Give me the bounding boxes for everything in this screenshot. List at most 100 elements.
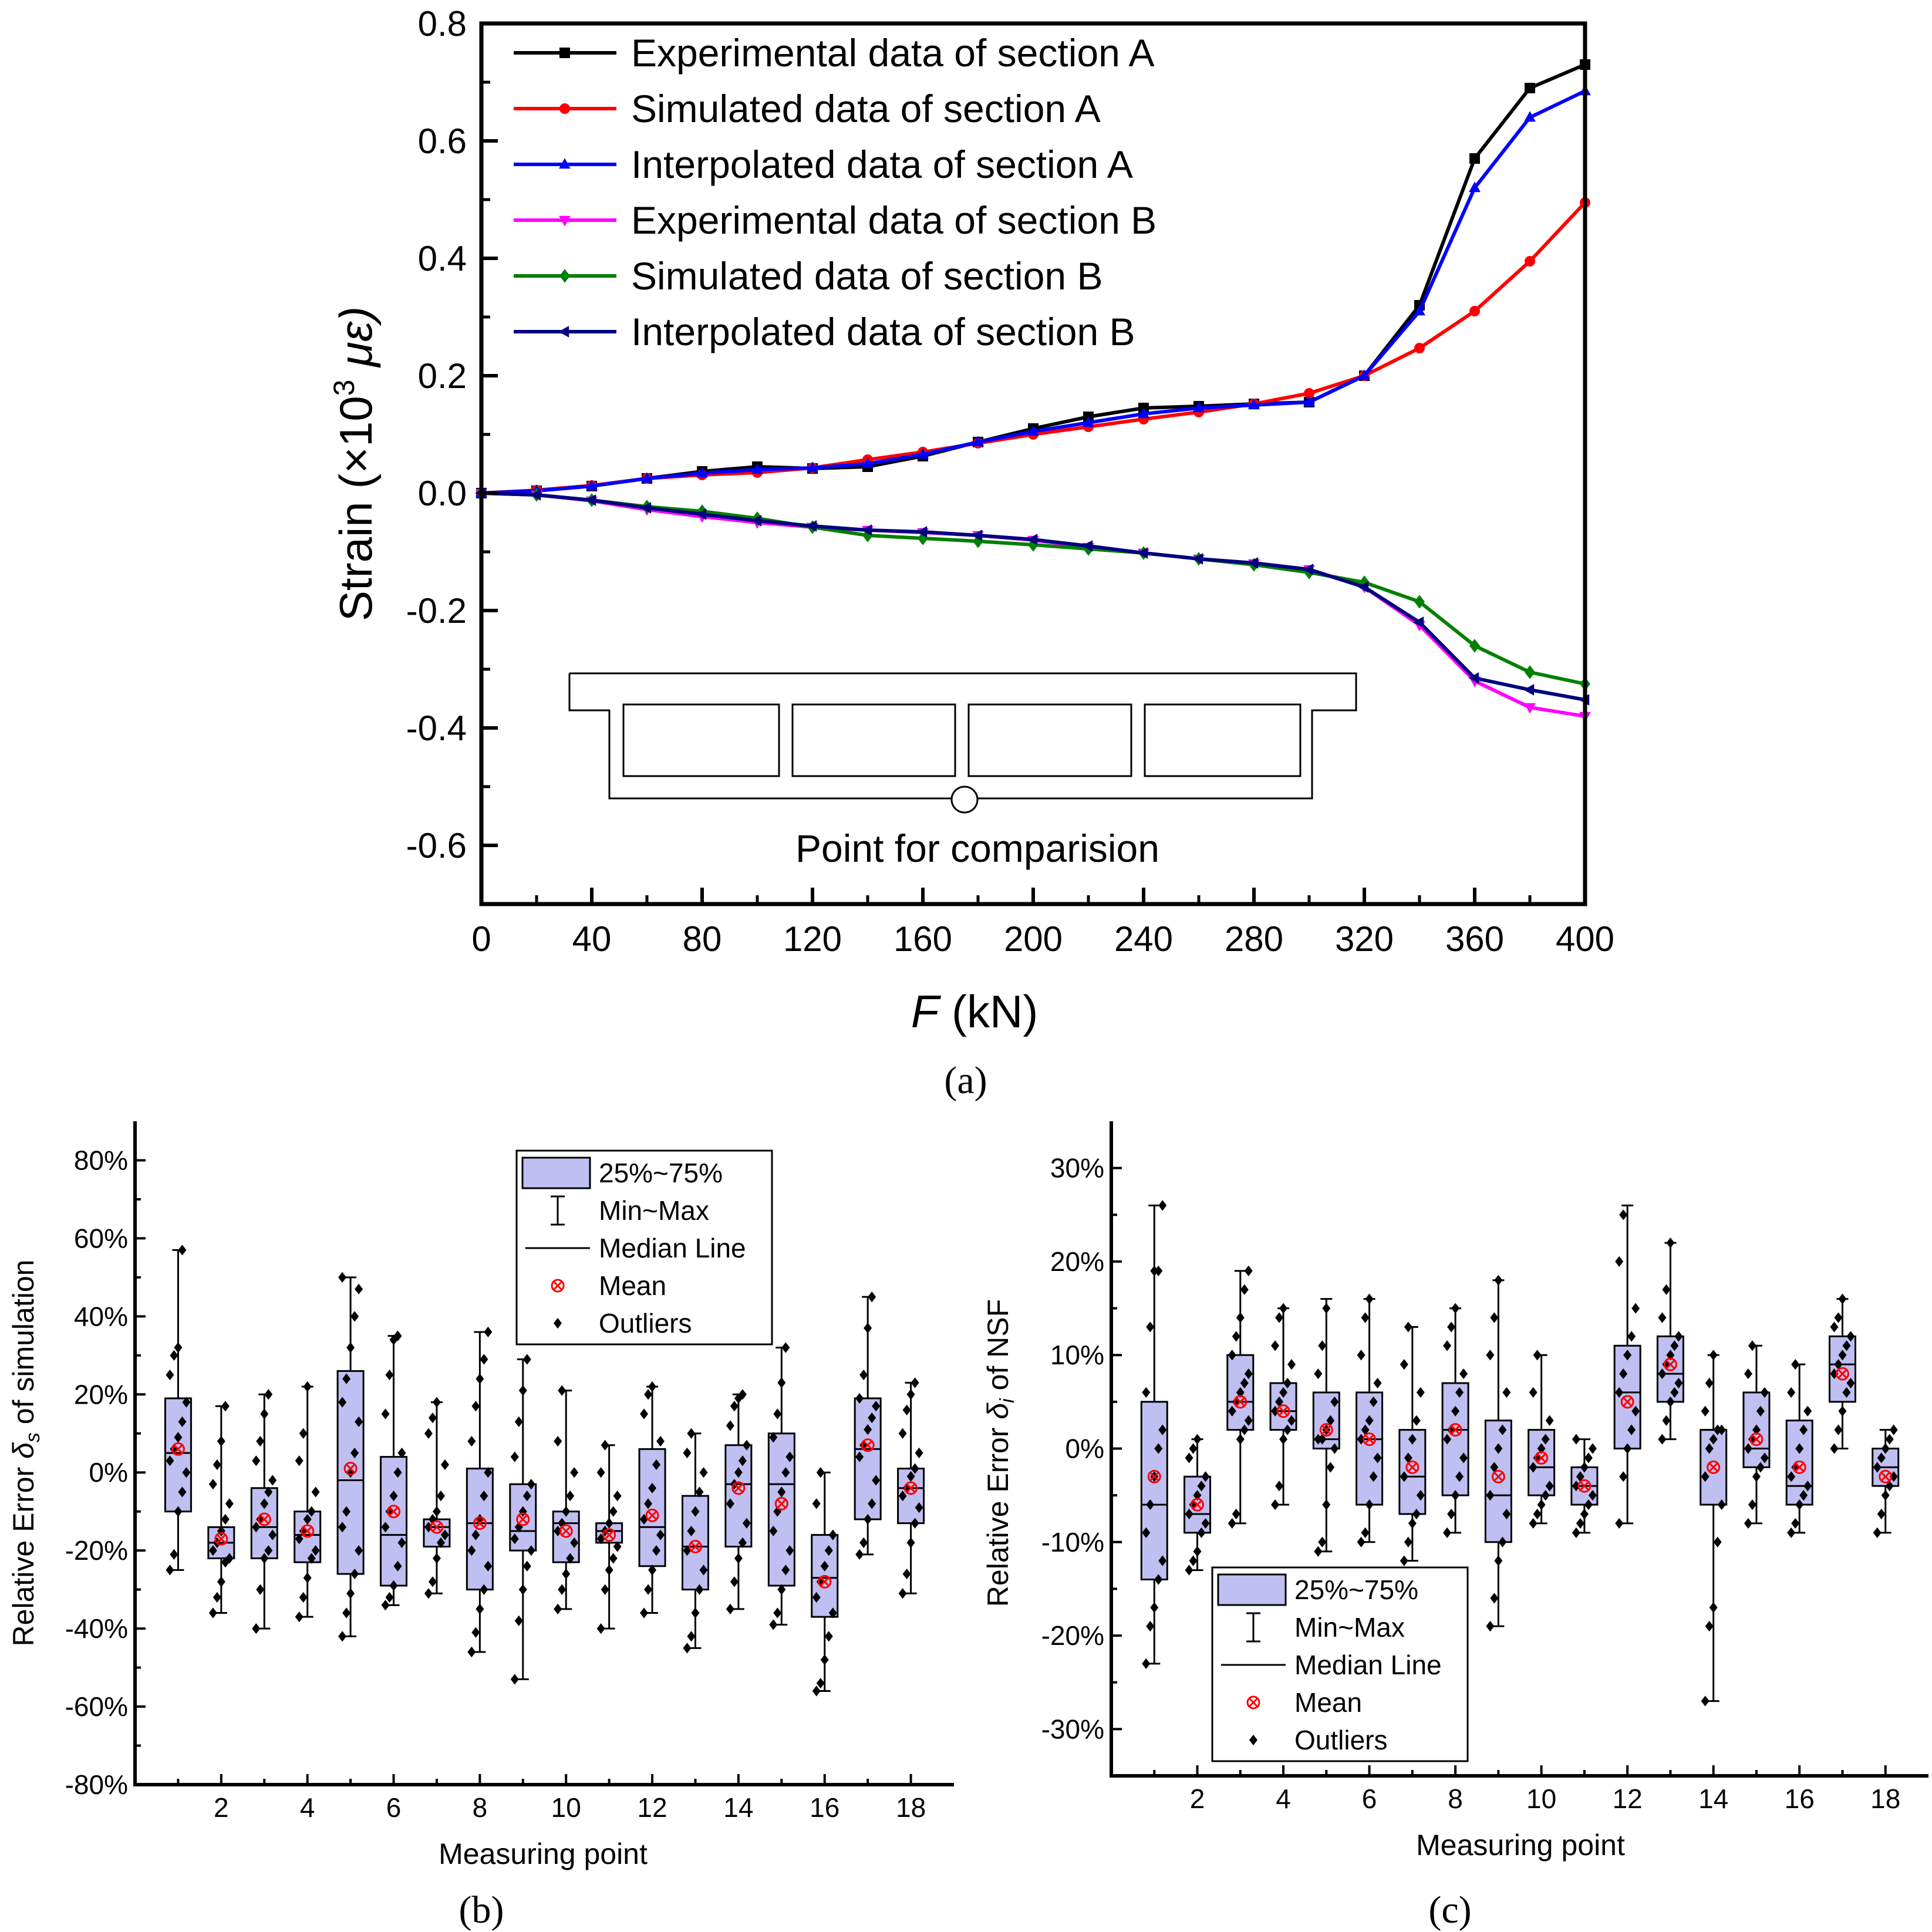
data-point xyxy=(872,1475,881,1486)
data-point xyxy=(1447,1321,1456,1333)
x-tick-label: 2 xyxy=(1190,1783,1205,1814)
data-point xyxy=(906,1471,915,1482)
mean-cross xyxy=(216,1534,226,1544)
data-point xyxy=(1027,534,1038,545)
box-point-6 xyxy=(380,1330,408,1611)
data-point xyxy=(1228,1350,1236,1361)
legend-label: Interpolated data of section B xyxy=(631,310,1135,353)
box-point-10 xyxy=(1528,1350,1556,1529)
data-point xyxy=(726,1420,734,1431)
data-point xyxy=(1584,1452,1593,1464)
mean-marker xyxy=(1147,1469,1161,1483)
legend-label: Min~Max xyxy=(599,1195,709,1226)
data-point xyxy=(738,1455,747,1466)
data-point xyxy=(170,1549,178,1560)
box-point-7 xyxy=(423,1397,451,1599)
data-point xyxy=(1451,1405,1460,1417)
data-point xyxy=(1404,1452,1412,1464)
iqr-box xyxy=(380,1456,408,1587)
data-point xyxy=(1358,369,1370,380)
panel-a-series xyxy=(475,59,1591,723)
data-point xyxy=(389,1491,398,1502)
legend-outliers: Outliers xyxy=(1249,1725,1387,1755)
data-point xyxy=(915,1502,923,1513)
x-tick-label: 320 xyxy=(1335,919,1394,959)
box-girder-cross-section xyxy=(568,672,1357,814)
data-point xyxy=(217,1435,225,1447)
box-point-2 xyxy=(207,1401,235,1619)
data-point xyxy=(467,1646,476,1658)
panel-a: 0 40 80 120 160 200 240 280 320 360 400 -0.6 -0.4 -0.… xyxy=(328,4,1614,1102)
mean-circle xyxy=(1448,1423,1462,1437)
data-point xyxy=(1744,1518,1752,1529)
data-point xyxy=(252,1623,261,1634)
data-point xyxy=(605,1565,613,1576)
data-point xyxy=(1662,1284,1671,1295)
data-point xyxy=(1361,1424,1370,1435)
data-point xyxy=(1490,1312,1499,1323)
data-point xyxy=(1576,1471,1584,1482)
data-point xyxy=(1584,1499,1593,1510)
data-point xyxy=(1744,1443,1752,1454)
iqr-box xyxy=(1613,1344,1641,1449)
data-point xyxy=(785,1451,794,1462)
legend-mean: Mean xyxy=(1246,1687,1362,1718)
data-point xyxy=(1795,1443,1804,1454)
mean-cross xyxy=(777,1499,787,1509)
box-point-18 xyxy=(897,1377,925,1599)
data-point xyxy=(1373,1377,1382,1389)
data-point xyxy=(828,1529,837,1540)
legend-entry: Experimental data of section B xyxy=(514,198,1156,242)
data-point xyxy=(1455,1471,1464,1482)
data-point xyxy=(1490,1593,1499,1604)
data-point xyxy=(777,1584,786,1595)
y-tick-label: 0.8 xyxy=(418,4,467,43)
data-point xyxy=(1138,407,1149,419)
data-point xyxy=(1082,540,1093,552)
data-point xyxy=(1240,1424,1249,1435)
x-tick-label: 10 xyxy=(1526,1783,1556,1814)
data-point xyxy=(518,1584,527,1595)
panel-a-x-axis-title: F (kN) xyxy=(911,986,1039,1037)
data-point xyxy=(174,1432,183,1443)
data-point xyxy=(1287,1359,1296,1370)
data-point xyxy=(828,1607,837,1619)
data-point xyxy=(252,1455,261,1466)
data-point xyxy=(1701,1695,1710,1707)
mean-cross xyxy=(647,1510,658,1520)
y-tick-label: -60% xyxy=(65,1691,128,1722)
data-point xyxy=(585,494,596,506)
data-point xyxy=(1275,1312,1284,1323)
data-point xyxy=(1709,1602,1718,1613)
data-point xyxy=(1459,1452,1468,1464)
data-point xyxy=(436,1491,445,1502)
box-point-8 xyxy=(466,1326,494,1658)
mean-marker xyxy=(1663,1357,1677,1371)
data-point xyxy=(1193,1490,1202,1501)
mean-circle xyxy=(1233,1395,1247,1409)
data-point xyxy=(820,1560,829,1572)
data-point xyxy=(1414,343,1425,353)
legend-label: 25%~75% xyxy=(1294,1574,1418,1605)
data-point xyxy=(1787,1527,1796,1538)
cell-1 xyxy=(622,703,780,777)
data-point xyxy=(299,1428,308,1439)
data-point xyxy=(1365,1293,1374,1304)
mean-marker xyxy=(1405,1460,1420,1474)
y-title-subscript: i xyxy=(996,1398,1019,1403)
data-point xyxy=(1760,1387,1769,1398)
legend-whisker: Min~Max xyxy=(1246,1612,1405,1643)
legend-marker xyxy=(559,158,571,169)
box-point-8 xyxy=(1441,1303,1469,1538)
data-point xyxy=(471,1401,480,1412)
data-point xyxy=(424,1588,433,1599)
mean-cross xyxy=(561,1526,571,1536)
data-point xyxy=(1318,1536,1327,1547)
data-point xyxy=(1027,425,1039,436)
data-point xyxy=(773,1607,782,1619)
data-point xyxy=(217,1576,225,1587)
data-point xyxy=(1670,1340,1679,1351)
data-point xyxy=(586,480,598,491)
data-point xyxy=(424,1428,433,1439)
